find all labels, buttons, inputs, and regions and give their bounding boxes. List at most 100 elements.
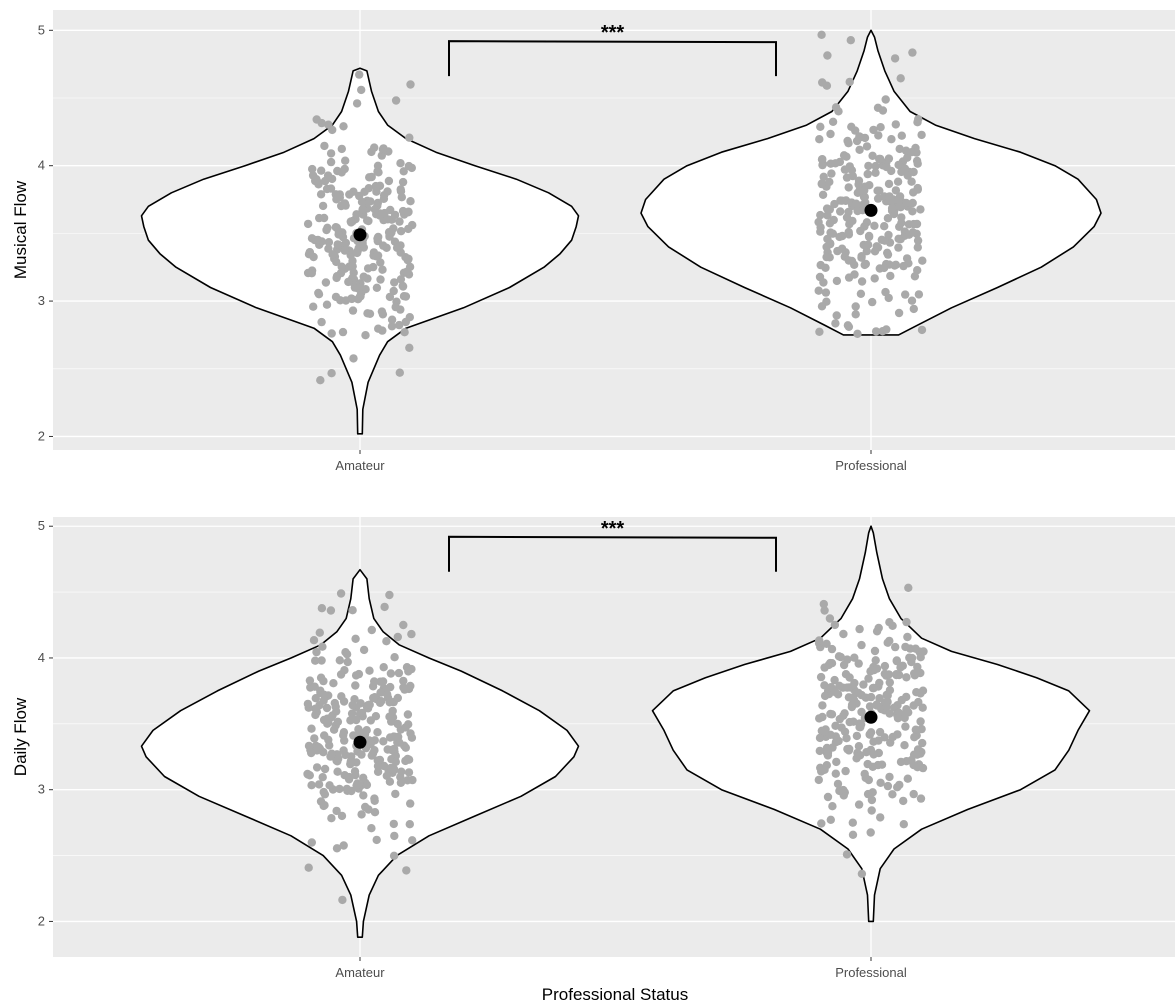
jitter-point <box>842 734 851 743</box>
jitter-point <box>311 176 320 186</box>
jitter-point <box>885 709 894 718</box>
jitter-point <box>825 177 834 187</box>
jitter-point <box>830 620 840 630</box>
y-tick-label: 4 <box>38 158 45 173</box>
jitter-point <box>312 763 322 772</box>
jitter-point <box>863 169 872 179</box>
jitter-point <box>893 714 903 723</box>
jitter-point <box>406 197 415 206</box>
jitter-point <box>345 190 354 199</box>
jitter-point <box>394 668 404 678</box>
jitter-point <box>894 160 903 170</box>
jitter-point <box>851 302 860 311</box>
jitter-point <box>399 620 408 630</box>
jitter-point <box>327 814 336 823</box>
jitter-point <box>385 777 395 786</box>
jitter-point <box>326 184 336 193</box>
jitter-point <box>307 838 316 847</box>
jitter-point <box>850 653 859 662</box>
jitter-point <box>816 227 825 236</box>
mean-point-amateur <box>353 735 367 749</box>
jitter-point <box>835 786 844 796</box>
jitter-point <box>358 205 367 214</box>
jitter-point <box>870 247 880 256</box>
jitter-point <box>393 632 402 642</box>
jitter-point <box>383 690 392 699</box>
jitter-point <box>379 144 388 153</box>
jitter-point <box>388 706 397 716</box>
jitter-point <box>877 760 887 769</box>
jitter-point <box>396 275 406 284</box>
jitter-point <box>867 806 876 815</box>
significance-bracket <box>448 40 777 77</box>
jitter-point <box>823 211 832 220</box>
jitter-point <box>837 244 847 253</box>
jitter-point <box>327 713 336 722</box>
jitter-point <box>819 599 828 609</box>
daily-flow-panel: 2 3 4 5 Amateur Professional Daily Flow *** <box>11 517 1175 980</box>
jitter-point <box>897 131 906 140</box>
jitter-point <box>903 774 912 783</box>
jitter-point <box>328 125 337 135</box>
jitter-point <box>332 257 341 267</box>
jitter-point <box>404 161 414 171</box>
jitter-point <box>333 240 342 249</box>
jitter-point <box>847 702 857 712</box>
jitter-point <box>337 692 346 701</box>
jitter-point <box>383 187 392 196</box>
jitter-point <box>884 293 893 303</box>
jitter-point <box>309 636 319 645</box>
jitter-point <box>364 184 373 193</box>
jitter-point <box>385 292 395 302</box>
jitter-point <box>908 207 917 216</box>
jitter-point <box>386 669 396 678</box>
jitter-point <box>379 761 389 771</box>
jitter-point <box>881 95 890 104</box>
jitter-point <box>815 636 824 645</box>
jitter-point <box>843 683 852 692</box>
mean-point-professional <box>864 710 878 724</box>
jitter-point <box>329 679 338 688</box>
jitter-point <box>848 818 857 827</box>
jitter-point <box>820 765 829 774</box>
jitter-point <box>341 156 350 165</box>
jitter-point <box>815 746 824 756</box>
jitter-point <box>820 606 829 615</box>
jitter-point <box>817 30 826 39</box>
jitter-point <box>854 659 863 668</box>
y-tick-label: 2 <box>38 913 45 928</box>
jitter-point <box>883 638 892 647</box>
jitter-point <box>880 222 889 231</box>
jitter-point <box>343 657 352 667</box>
jitter-point <box>894 243 903 252</box>
jitter-point <box>815 327 824 336</box>
jitter-point <box>372 252 381 261</box>
x-tick-label: Professional <box>835 965 907 980</box>
jitter-point <box>406 80 415 89</box>
jitter-point <box>365 309 375 318</box>
jitter-point <box>916 653 925 662</box>
jitter-point <box>359 272 368 281</box>
jitter-point <box>322 300 332 309</box>
jitter-point <box>844 227 853 237</box>
jitter-point <box>385 590 394 600</box>
jitter-point <box>405 133 414 142</box>
jitter-point <box>366 739 375 749</box>
jitter-point <box>818 78 827 87</box>
y-tick-label: 3 <box>38 293 45 308</box>
jitter-point <box>820 691 830 701</box>
jitter-point <box>365 173 374 182</box>
jitter-point <box>911 644 920 653</box>
jitter-point <box>817 819 826 828</box>
jitter-point <box>311 704 320 713</box>
jitter-point <box>315 628 324 637</box>
jitter-point <box>371 181 381 191</box>
jitter-point <box>376 275 385 284</box>
jitter-point <box>337 262 346 271</box>
jitter-point <box>821 288 831 297</box>
jitter-point <box>891 642 900 652</box>
jitter-point <box>822 252 831 262</box>
jitter-point <box>893 177 903 186</box>
jitter-point <box>387 322 397 331</box>
jitter-point <box>405 343 414 352</box>
